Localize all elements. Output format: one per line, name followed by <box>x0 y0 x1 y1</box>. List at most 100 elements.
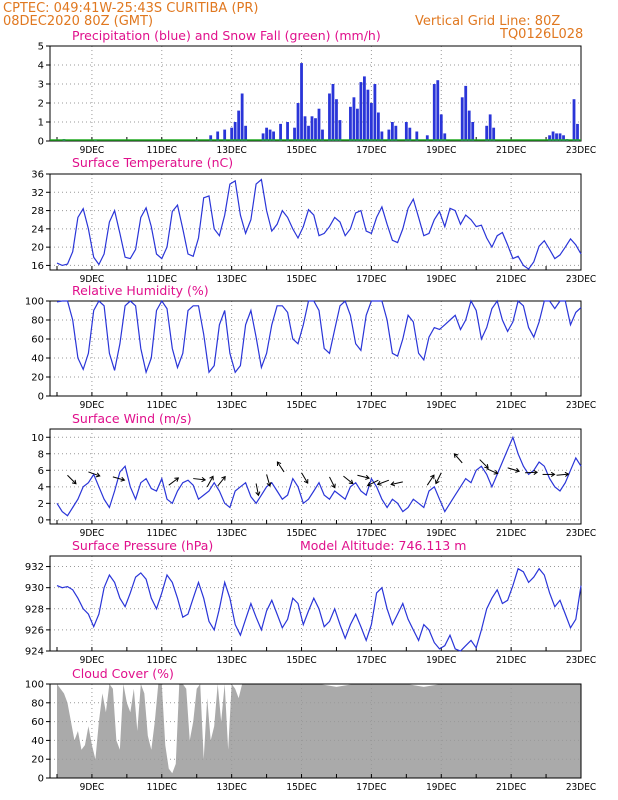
y-tick-label: 2 <box>38 499 44 510</box>
y-tick-label: 36 <box>31 170 44 181</box>
wind-arrow-shaft <box>193 478 206 481</box>
wind-arrow-head <box>515 467 521 473</box>
grid-note: Vertical Grid Line: 80Z <box>415 14 560 29</box>
y-tick-label: 926 <box>25 625 44 636</box>
wind-arrow-head <box>221 475 226 481</box>
precip-bar <box>555 133 558 141</box>
wind-arrow-head <box>348 479 354 485</box>
precip-bar <box>314 118 317 141</box>
y-tick-label: 80 <box>31 698 44 709</box>
precip-bar <box>240 93 244 141</box>
precip-bar <box>296 103 300 141</box>
x-tick-label: 23DEC <box>566 782 596 793</box>
precip-bar <box>439 114 443 141</box>
panel-frame <box>49 555 582 652</box>
precip-bar <box>265 127 268 141</box>
wind-arrow-shaft <box>486 468 498 474</box>
series-line <box>56 178 582 270</box>
y-tick-label: 3 <box>38 80 44 91</box>
precip-bar <box>286 122 289 141</box>
wind-arrow-head <box>533 469 539 475</box>
precip-bar <box>272 131 275 141</box>
x-tick-label: 11DEC <box>147 655 177 666</box>
precip-bar <box>268 129 272 141</box>
wind-arrow-head <box>453 453 459 458</box>
date-header: 08DEC2020 80Z (GMT) <box>3 14 153 29</box>
panel-frame <box>49 683 582 779</box>
wind-arrow-head <box>174 477 180 482</box>
wind-arrow-head <box>390 481 396 487</box>
wind-arrow-shaft <box>255 483 259 496</box>
x-tick-label: 15DEC <box>286 655 316 666</box>
y-tick-label: 20 <box>31 373 44 384</box>
precip-bar <box>404 122 408 141</box>
wind-arrow-shaft <box>276 461 285 473</box>
x-tick-label: 17DEC <box>356 528 386 539</box>
wind-panel: Surface Wind (m/s) 0 2 4 6 8 10 9DEC 11DEC 13DEC… <box>31 411 596 539</box>
x-tick-label: 21DEC <box>496 782 526 793</box>
precip-bar <box>471 122 475 141</box>
precip-bar <box>408 127 412 141</box>
x-tick-label: 13DEC <box>216 145 246 156</box>
y-tick-label: 0 <box>38 137 44 148</box>
x-tick-label: 23DEC <box>566 655 596 666</box>
precip-bar <box>572 99 576 141</box>
wind-arrow-head <box>365 474 370 480</box>
precip-bar <box>338 120 342 141</box>
series-line <box>56 299 582 375</box>
wind-arrow-shaft <box>343 475 354 484</box>
precip-bar <box>548 135 551 141</box>
cloud-cover-area <box>56 684 582 778</box>
wind-arrow-shaft <box>507 467 520 472</box>
y-tick-label: 930 <box>25 583 44 594</box>
y-tick-label: 4 <box>38 61 44 72</box>
precip-bar <box>356 108 359 141</box>
precip-bar <box>467 110 471 141</box>
wind-arrow-shaft <box>479 459 489 469</box>
y-tick-label: 5 <box>38 42 44 53</box>
wind-arrow-head <box>209 475 214 481</box>
wind-arrow-shaft <box>301 472 309 484</box>
x-tick-label: 15DEC <box>286 274 316 285</box>
precip-bar <box>216 131 220 141</box>
series-line <box>56 567 582 652</box>
x-tick-label: 13DEC <box>216 528 246 539</box>
precip-bar <box>380 131 384 141</box>
wind-arrow-head <box>266 481 272 487</box>
x-tick-label: 13DEC <box>216 274 246 285</box>
x-tick-label: 19DEC <box>426 145 456 156</box>
panel-frame <box>49 428 582 525</box>
y-tick-label: 4 <box>38 482 44 493</box>
wind-arrow-head <box>430 474 435 480</box>
x-tick-label: 23DEC <box>566 400 596 411</box>
x-tick-label: 11DEC <box>147 400 177 411</box>
precip-bar <box>230 127 234 141</box>
precip-bar <box>237 110 241 141</box>
precip-bar <box>390 122 394 141</box>
precip-bar <box>328 93 331 141</box>
y-tick-label: 1 <box>38 118 44 129</box>
wind-arrow-shaft <box>112 476 125 481</box>
wind-arrow-shaft <box>329 476 336 488</box>
pressure-panel: Surface Pressure (hPa) Model Altitude: 7… <box>25 538 596 666</box>
precip-bar <box>321 129 324 141</box>
y-tick-label: 40 <box>31 354 44 365</box>
model-altitude: Model Altitude: 746.113 m <box>300 538 466 553</box>
precip-bar <box>492 127 496 141</box>
x-tick-label: 17DEC <box>356 782 386 793</box>
precip-bar <box>261 133 265 141</box>
precip-bar <box>373 84 377 141</box>
x-tick-label: 9DEC <box>80 655 105 666</box>
temperature-panel: Surface Temperature (nC) 16 20 24 28 32 36 9DE… <box>31 155 596 285</box>
precip-bar <box>359 82 363 141</box>
x-tick-label: 9DEC <box>80 400 105 411</box>
y-tick-label: 6 <box>38 466 44 477</box>
precip-bar <box>443 133 447 141</box>
y-tick-label: 24 <box>31 224 44 235</box>
station-header: CPTEC: 049:41W-25:43S CURITIBA (PR) <box>3 1 258 16</box>
precip-bar <box>576 123 579 141</box>
precip-bar <box>436 80 440 141</box>
x-tick-label: 15DEC <box>286 145 316 156</box>
wind-arrow-head <box>201 476 207 483</box>
